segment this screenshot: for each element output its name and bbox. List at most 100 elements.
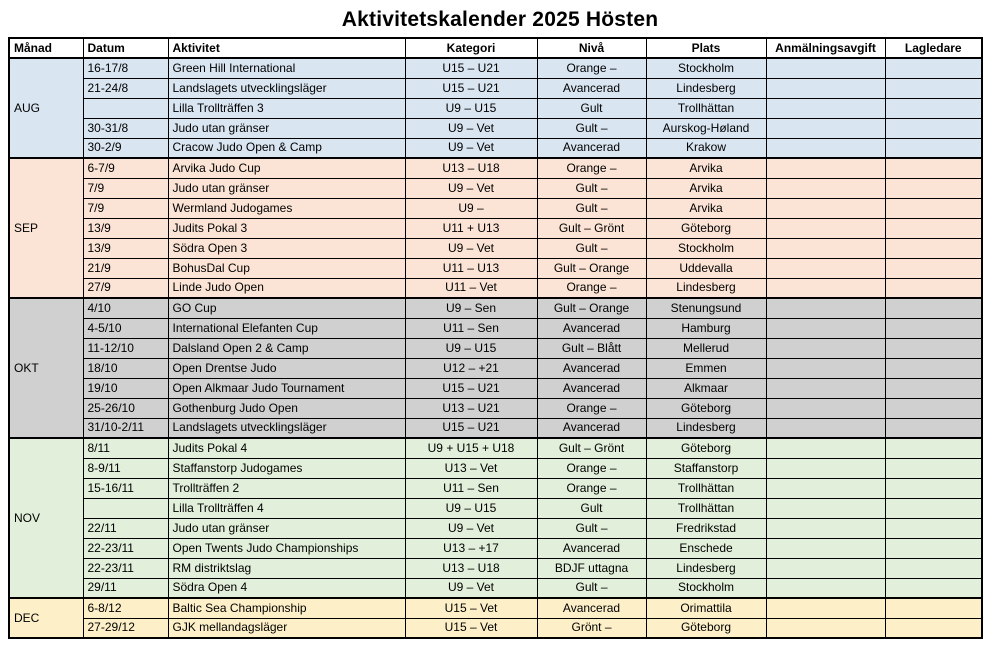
cell-lagledare	[884, 77, 983, 99]
table-row: 27/9 Linde Judo Open U11 – Vet Orange – Lind…	[9, 277, 983, 299]
table-row: 19/10 Open Alkmaar Judo Tournament U15 – U…	[9, 377, 983, 399]
cell-niva: Gult –	[536, 117, 647, 139]
table-row: NOV 8/11 Judits Pokal 4 U9 + U15 + U18 Gult …	[8, 437, 983, 599]
cell-aktivitet: Landslagets utvecklingsläger	[167, 77, 406, 99]
cell-avgift	[765, 437, 886, 459]
cell-lagledare	[884, 497, 983, 519]
cell-datum: 31/10-2/11	[82, 417, 169, 439]
cell-kategori: U15 – U21	[404, 57, 538, 79]
cell-niva: Gult –	[536, 517, 647, 539]
table-row: 7/9 Wermland Judogames U9 – Gult – Arvika	[9, 197, 983, 219]
cell-kategori: U9 – Vet	[404, 577, 538, 599]
cell-kategori: U13 – U21	[404, 397, 538, 419]
cell-plats: Stockholm	[645, 577, 767, 599]
cell-niva: Gult –	[536, 177, 647, 199]
cell-niva: Gult – Grönt	[536, 217, 647, 239]
table-row: 27-29/12 GJK mellandagsläger U15 – Vet Grön…	[9, 617, 983, 639]
cell-kategori: U9 – Vet	[404, 177, 538, 199]
cell-lagledare	[884, 517, 983, 539]
cell-aktivitet: Södra Open 3	[167, 237, 406, 259]
cell-datum: 13/9	[82, 217, 169, 239]
column-header-niva: Nivå	[536, 37, 647, 59]
cell-aktivitet: Open Twents Judo Championships	[167, 537, 406, 559]
cell-lagledare	[884, 537, 983, 559]
cell-aktivitet: Södra Open 4	[167, 577, 406, 599]
cell-lagledare	[884, 117, 983, 139]
cell-plats: Emmen	[645, 357, 767, 379]
cell-aktivitet: GO Cup	[167, 297, 406, 319]
cell-aktivitet: Gothenburg Judo Open	[167, 397, 406, 419]
table-row: 18/10 Open Drentse Judo U12 – +21 Avancerad…	[9, 357, 983, 379]
cell-avgift	[765, 397, 886, 419]
cell-datum: 7/9	[82, 197, 169, 219]
cell-plats: Krakow	[645, 137, 767, 159]
cell-aktivitet: Judo utan gränser	[167, 117, 406, 139]
table-row: 13/9 Judits Pokal 3 U11 + U13 Gult – Grönt G…	[9, 217, 983, 239]
cell-lagledare	[884, 377, 983, 399]
cell-niva: Avancerad	[536, 537, 647, 559]
cell-niva: Gult – Orange	[536, 257, 647, 279]
cell-aktivitet: Judo utan gränser	[167, 177, 406, 199]
cell-plats: Uddevalla	[645, 257, 767, 279]
cell-lagledare	[884, 237, 983, 259]
page-title: Aktivitetskalender 2025 Hösten	[341, 8, 659, 31]
table-row: 31/10-2/11 Landslagets utvecklingsläger U1…	[9, 417, 983, 439]
cell-aktivitet: Linde Judo Open	[167, 277, 406, 299]
cell-plats: Lindesberg	[645, 277, 767, 299]
calendar-table-body: AUG 16-17/8 Green Hill International U15 – …	[8, 57, 983, 639]
cell-aktivitet: International Elefanten Cup	[167, 317, 406, 339]
cell-plats: Arvika	[645, 197, 767, 219]
cell-datum: 27-29/12	[82, 617, 169, 639]
cell-niva: Gult – Grönt	[536, 437, 647, 459]
cell-niva: Orange –	[536, 397, 647, 419]
cell-datum: 21/9	[82, 257, 169, 279]
table-row: 11-12/10 Dalsland Open 2 & Camp U9 – U15 Gu…	[9, 337, 983, 359]
cell-avgift	[765, 217, 886, 239]
cell-kategori: U15 – Vet	[404, 617, 538, 639]
table-row: 8-9/11 Staffanstorp Judogames U13 – Vet Ora…	[9, 457, 983, 479]
cell-niva: Gult –	[536, 197, 647, 219]
cell-datum: 18/10	[82, 357, 169, 379]
cell-aktivitet: Open Drentse Judo	[167, 357, 406, 379]
cell-avgift	[765, 277, 886, 299]
cell-kategori: U15 – U21	[404, 77, 538, 99]
cell-plats: Aurskog-Høland	[645, 117, 767, 139]
cell-kategori: U9 – Vet	[404, 237, 538, 259]
cell-lagledare	[884, 177, 983, 199]
table-row: 25-26/10 Gothenburg Judo Open U13 – U21 Ora…	[9, 397, 983, 419]
cell-aktivitet: Dalsland Open 2 & Camp	[167, 337, 406, 359]
cell-plats: Stockholm	[645, 237, 767, 259]
cell-aktivitet: Lilla Trollträffen 3	[167, 97, 406, 119]
cell-kategori: U11 – Sen	[404, 317, 538, 339]
cell-plats: Göteborg	[645, 617, 767, 639]
cell-lagledare	[884, 277, 983, 299]
cell-aktivitet: Wermland Judogames	[167, 197, 406, 219]
cell-niva: Avancerad	[536, 377, 647, 399]
cell-niva: Gult	[536, 497, 647, 519]
table-row: SEP 6-7/9 Arvika Judo Cup U13 – U18 Orange –…	[8, 157, 983, 299]
cell-datum: 6-8/12	[82, 597, 169, 619]
cell-datum: 7/9	[82, 177, 169, 199]
cell-avgift	[765, 617, 886, 639]
cell-kategori: U9 – Sen	[404, 297, 538, 319]
cell-aktivitet: Staffanstorp Judogames	[167, 457, 406, 479]
table-row: 21/9 BohusDal Cup U11 – U13 Gult – Orange Ud…	[9, 257, 983, 279]
table-row: 30-2/9 Cracow Judo Open & Camp U9 – Vet Ava…	[9, 137, 983, 159]
table-row: 7/9 Judo utan gränser U9 – Vet Gult – Arvika	[9, 177, 983, 199]
cell-kategori: U11 – U13	[404, 257, 538, 279]
cell-datum: 19/10	[82, 377, 169, 399]
cell-datum: 4-5/10	[82, 317, 169, 339]
cell-kategori: U13 – Vet	[404, 457, 538, 479]
cell-avgift	[765, 357, 886, 379]
cell-aktivitet: Judits Pokal 4	[167, 437, 406, 459]
cell-aktivitet: Lilla Trollträffen 4	[167, 497, 406, 519]
cell-kategori: U15 – Vet	[404, 597, 538, 619]
cell-plats: Enschede	[645, 537, 767, 559]
table-row: 22/11 Judo utan gränser U9 – Vet Gult – Fred…	[9, 517, 983, 539]
cell-datum	[82, 97, 169, 119]
cell-datum: 22-23/11	[82, 537, 169, 559]
cell-niva: Gult –	[536, 577, 647, 599]
cell-datum: 25-26/10	[82, 397, 169, 419]
cell-niva: Gult – Blått	[536, 337, 647, 359]
